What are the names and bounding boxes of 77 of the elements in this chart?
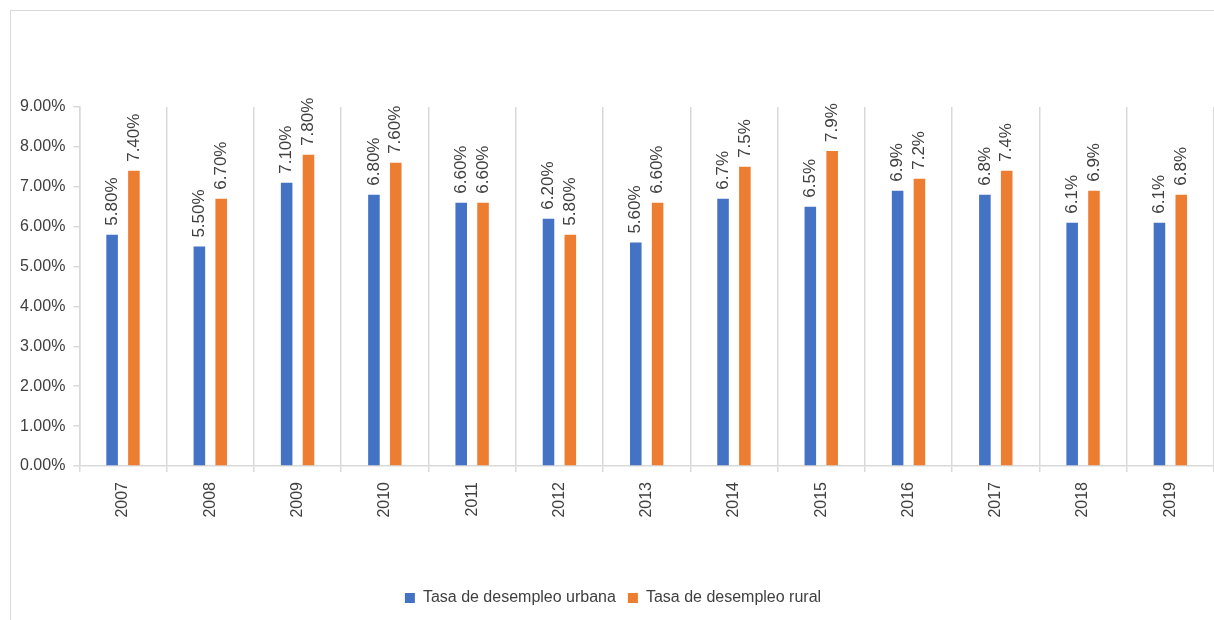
bar bbox=[891, 190, 904, 466]
bar bbox=[128, 170, 140, 466]
y-tick-label: 4.00% bbox=[19, 296, 66, 314]
bar bbox=[542, 218, 555, 466]
bar bbox=[804, 206, 817, 466]
y-tick-label: 3.00% bbox=[19, 336, 66, 354]
data-label: 7.10% bbox=[276, 125, 296, 174]
legend-label: Tasa de desempleo urbana bbox=[422, 588, 617, 606]
y-tick-label: 9.00% bbox=[19, 97, 66, 115]
data-label: 7.80% bbox=[298, 97, 318, 146]
x-tick-label: 2012 bbox=[549, 481, 567, 518]
bar bbox=[215, 198, 227, 466]
bar bbox=[477, 202, 489, 466]
bar bbox=[193, 246, 206, 466]
bar bbox=[368, 194, 380, 466]
y-tick-label: 1.00% bbox=[19, 416, 66, 434]
bar bbox=[106, 234, 118, 466]
y-tick-label: 7.00% bbox=[19, 177, 66, 195]
x-tick-label: 2013 bbox=[637, 481, 655, 518]
data-label: 6.1% bbox=[1149, 174, 1169, 214]
y-tick-label: 5.00% bbox=[19, 256, 66, 274]
data-label: 5.80% bbox=[101, 177, 121, 226]
bar bbox=[913, 178, 926, 466]
bar bbox=[280, 182, 293, 466]
bar bbox=[302, 154, 315, 466]
data-label: 6.60% bbox=[472, 145, 492, 194]
data-label: 6.7% bbox=[712, 150, 732, 190]
data-label: 6.5% bbox=[800, 158, 820, 198]
data-label: 5.80% bbox=[560, 177, 579, 226]
bar bbox=[1175, 194, 1188, 466]
data-label: 7.40% bbox=[123, 113, 143, 162]
data-label: 6.60% bbox=[450, 145, 470, 194]
x-tick-label: 2009 bbox=[287, 481, 305, 518]
bar bbox=[739, 166, 751, 466]
data-label: 6.8% bbox=[1170, 147, 1190, 186]
x-tick-label: 2011 bbox=[462, 481, 480, 517]
x-tick-label: 2015 bbox=[811, 481, 829, 518]
data-label: 7.2% bbox=[909, 131, 929, 170]
data-label: 7.4% bbox=[996, 123, 1016, 162]
bar bbox=[717, 198, 729, 466]
data-label: 6.9% bbox=[1083, 143, 1103, 182]
bar bbox=[826, 150, 838, 466]
x-tick-label: 2007 bbox=[113, 481, 131, 518]
data-label: 7.9% bbox=[821, 103, 841, 142]
x-tick-label: 2010 bbox=[375, 481, 393, 518]
x-tick-label: 2016 bbox=[898, 481, 916, 518]
data-label: 6.60% bbox=[647, 145, 667, 194]
data-label: 6.70% bbox=[210, 141, 230, 190]
bar bbox=[1000, 170, 1013, 466]
x-tick-label: 2014 bbox=[724, 481, 742, 518]
x-tick-label: 2019 bbox=[1160, 481, 1178, 518]
bar bbox=[389, 162, 402, 466]
y-tick-label: 0.00% bbox=[19, 456, 66, 474]
bar bbox=[455, 202, 467, 466]
bar bbox=[651, 202, 664, 466]
x-tick-label: 2018 bbox=[1073, 481, 1091, 518]
y-tick-label: 8.00% bbox=[19, 137, 66, 155]
bar bbox=[979, 194, 991, 466]
y-tick-label: 2.00% bbox=[19, 376, 66, 394]
data-label: 7.5% bbox=[734, 119, 754, 158]
data-label: 5.60% bbox=[625, 185, 645, 234]
y-tick-label: 6.00% bbox=[19, 217, 66, 235]
data-label: 6.80% bbox=[363, 137, 383, 186]
bar bbox=[629, 242, 642, 466]
bar bbox=[1088, 190, 1100, 466]
data-label: 6.9% bbox=[887, 143, 907, 182]
data-label: 6.1% bbox=[1061, 174, 1081, 214]
data-label: 6.20% bbox=[538, 161, 558, 210]
x-tick-label: 2008 bbox=[200, 481, 218, 518]
x-tick-label: 2017 bbox=[986, 481, 1004, 518]
data-label: 7.60% bbox=[385, 105, 405, 154]
bar bbox=[564, 234, 577, 466]
data-label: 5.50% bbox=[189, 189, 209, 238]
legend-label: Tasa de desempleo rural bbox=[645, 588, 822, 606]
bar bbox=[1153, 222, 1166, 466]
data-label: 6.8% bbox=[974, 147, 994, 186]
bar bbox=[1066, 222, 1078, 466]
